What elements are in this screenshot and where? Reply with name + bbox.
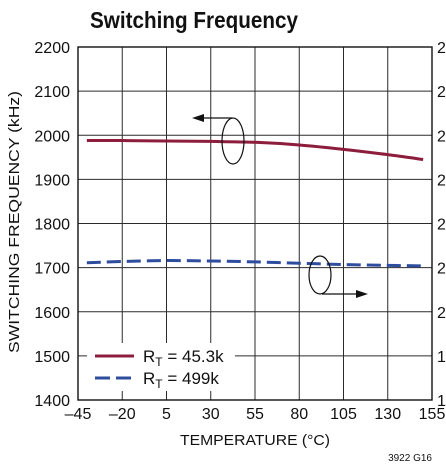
right-tick-label-cropped: 2 <box>437 172 446 189</box>
series-layer <box>86 139 424 268</box>
y-tick-label: 1700 <box>34 261 70 278</box>
series-line-rt-499k <box>86 259 424 268</box>
right-tick-label-cropped: 2 <box>437 305 446 322</box>
series-line-rt-45-3k <box>86 139 424 162</box>
series-callout-ellipse <box>308 255 332 295</box>
legend: RT = 45.3k RT = 499k <box>87 343 235 391</box>
right-tick-label-cropped: 1 <box>437 349 446 366</box>
figure-code: 3922 G16 <box>388 453 432 464</box>
axis-callouts <box>192 114 368 298</box>
right-tick-label-cropped: 2 <box>437 261 446 278</box>
right-tick-label-cropped: 2 <box>437 128 446 145</box>
y-axis-tick-labels: 1400 1500 1600 1700 1800 1900 2000 2100 2200 <box>34 40 70 410</box>
right-tick-label-cropped: 1 <box>437 393 446 410</box>
x-tick-label: 30 <box>202 406 220 423</box>
x-axis-title: TEMPERATURE (°C) <box>180 432 330 449</box>
y-axis-title: SWITCHING FREQUENCY (kHz) <box>6 91 23 353</box>
series-callout-ellipse <box>221 117 245 165</box>
legend-label-main: R <box>143 347 155 366</box>
axis-pointer-arrowhead <box>356 290 368 298</box>
x-tick-label: 130 <box>374 406 401 423</box>
legend-label-rest: = 45.3k <box>163 347 224 366</box>
right-tick-label-cropped: 2 <box>437 217 446 234</box>
right-tick-label-cropped: 2 <box>437 40 446 57</box>
legend-label-subscript: T <box>155 377 163 391</box>
right-tick-label-cropped: 2 <box>437 84 446 101</box>
legend-label-main: R <box>143 369 155 388</box>
y-tick-label: 1800 <box>34 217 70 234</box>
y-tick-label: 1900 <box>34 172 70 189</box>
x-axis-tick-labels: –45 –20 5 30 55 80 105 130 155 <box>65 406 446 423</box>
y-tick-label: 1500 <box>34 349 70 366</box>
x-tick-label: 55 <box>246 406 264 423</box>
right-axis-tick-labels: 1 1 2 2 2 2 2 2 2 <box>437 40 446 410</box>
legend-background <box>87 343 235 391</box>
x-tick-label: 155 <box>419 406 446 423</box>
legend-label-subscript: T <box>155 355 163 369</box>
x-tick-label: –20 <box>109 406 136 423</box>
y-tick-label: 1600 <box>34 305 70 322</box>
legend-label-rt-45-3k: RT = 45.3k <box>143 347 224 369</box>
chart-title: Switching Frequency <box>90 7 298 33</box>
legend-label-rest: = 499k <box>163 369 220 388</box>
y-tick-label: 1400 <box>34 393 70 410</box>
x-tick-label: –45 <box>65 406 92 423</box>
x-tick-label: 5 <box>162 406 171 423</box>
x-tick-label: 105 <box>330 406 357 423</box>
legend-label-rt-499k: RT = 499k <box>143 369 219 391</box>
y-tick-label: 2200 <box>34 40 70 57</box>
axis-pointer-arrowhead <box>192 114 204 122</box>
y-tick-label: 2100 <box>34 84 70 101</box>
y-tick-label: 2000 <box>34 128 70 145</box>
x-tick-label: 80 <box>290 406 308 423</box>
plot-frame <box>77 46 433 401</box>
